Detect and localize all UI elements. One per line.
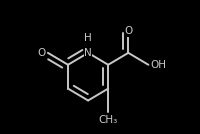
Text: H: H [84,33,92,43]
Text: N: N [84,48,92,58]
Text: O: O [37,48,46,58]
Text: OH: OH [151,60,167,70]
Text: CH₃: CH₃ [99,115,118,125]
Text: O: O [124,26,132,36]
